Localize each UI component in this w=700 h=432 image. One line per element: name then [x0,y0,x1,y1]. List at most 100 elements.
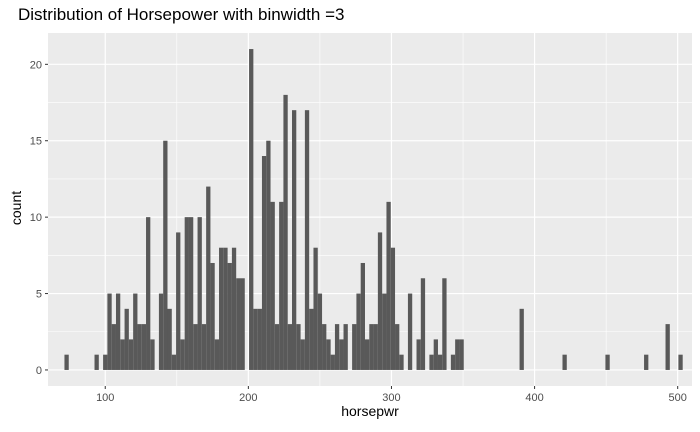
histogram-bar [249,49,254,370]
histogram-bar [433,339,438,370]
y-axis-title: count [8,191,24,225]
histogram-bar [274,324,280,370]
histogram-bars [64,49,683,370]
histogram-bar [201,324,207,370]
histogram-bar [416,339,421,370]
histogram-bar [64,354,69,370]
histogram-bar [124,308,129,370]
histogram-bar [167,308,172,370]
histogram-bar [352,324,357,370]
y-tick-label: 0 [36,365,42,377]
histogram-bar [356,293,361,370]
histogram-bar [364,339,370,370]
histogram-bar [390,247,396,370]
histogram-bar [120,339,125,370]
x-axis: 100 200 300 400 500 [96,386,687,404]
histogram-bar [313,247,318,370]
histogram-bar [197,217,202,370]
y-tick-label: 5 [36,289,42,301]
y-tick-label: 10 [30,212,42,224]
histogram-bar [450,354,456,370]
histogram-bar [459,339,464,370]
histogram-bar [176,232,181,370]
histogram-bar [429,354,434,370]
y-axis: 0 5 10 15 20 [30,59,48,377]
x-tick-label: 200 [239,392,257,404]
histogram-bar [146,217,151,370]
histogram-bar [227,262,232,370]
x-tick-label: 100 [96,392,114,404]
histogram-bar [644,354,649,370]
histogram-bar [373,324,378,370]
histogram-bar [395,324,400,370]
histogram-bar [111,324,116,370]
histogram-bar [128,339,134,370]
histogram-bar [193,324,198,370]
histogram-bar [279,201,284,370]
histogram-bar [240,278,245,370]
histogram-bar [261,156,267,370]
histogram-bar [219,247,224,370]
histogram-bar [437,354,443,370]
histogram-bar [678,354,683,370]
x-tick-label: 400 [525,392,543,404]
histogram-bar [343,324,348,370]
histogram-bar [283,94,288,370]
histogram-bar [266,140,271,370]
histogram-bar [309,308,314,370]
histogram-bar [519,308,524,370]
histogram-bar [171,354,177,370]
histogram-bar [133,293,138,370]
histogram-bar [322,324,327,370]
histogram-bar [442,278,447,370]
x-axis-title: horsepwr [341,403,399,419]
histogram-bar [377,232,383,370]
histogram-bar [605,354,610,370]
histogram-bar [287,324,293,370]
histogram-bar [300,339,305,370]
chart-title: Distribution of Horsepower with binwidth… [18,5,345,24]
histogram-bar [386,201,391,370]
histogram-bar [94,354,99,370]
histogram-bar [214,339,220,370]
major-gridlines [48,33,692,386]
histogram-bar [141,324,147,370]
histogram-bar [326,339,331,370]
histogram-bar [137,324,142,370]
y-tick-label: 15 [30,136,42,148]
histogram-bar [330,354,335,370]
histogram-bar [236,278,241,370]
histogram-bar [339,339,344,370]
x-tick-label: 500 [669,392,687,404]
histogram-bar [420,278,426,370]
histogram-bar [382,293,387,370]
histogram-bar [184,217,189,370]
histogram-bar [270,201,275,370]
histogram-bar [296,324,301,370]
histogram-bar [665,324,670,370]
histogram-bar [304,110,310,370]
y-tick-label: 20 [30,59,42,71]
histogram-bar [210,262,215,370]
histogram-bar [107,293,112,370]
histogram-bar [206,186,211,370]
histogram-bar [150,339,155,370]
histogram-bar [103,354,108,370]
histogram-bar [253,308,258,370]
histogram-bar [292,110,297,370]
histogram-bar [163,140,168,370]
histogram-bar [188,217,194,370]
histogram-bar [257,308,262,370]
histogram-bar [455,339,460,370]
histogram-bar [334,324,340,370]
histogram-bar [223,247,228,370]
histogram-bar [231,247,237,370]
histogram-bar [360,262,365,370]
histogram-bar [399,354,404,370]
histogram-bar [317,293,323,370]
histogram-bar [115,293,121,370]
histogram-bar [369,324,374,370]
histogram-bar [158,293,164,370]
histogram-bar [180,339,185,370]
